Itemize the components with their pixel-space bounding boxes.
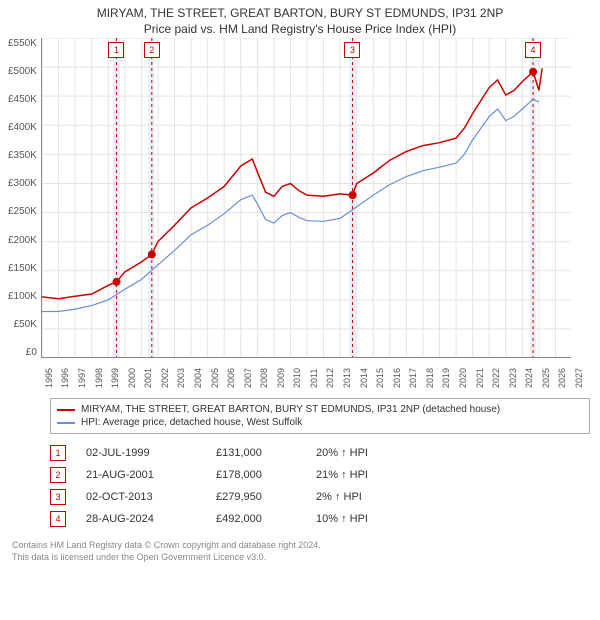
sale-dot — [148, 250, 156, 258]
sale-date: 02-OCT-2013 — [86, 491, 196, 503]
x-tick-label: 2012 — [325, 368, 335, 388]
sale-price: £131,000 — [216, 447, 296, 459]
x-tick-label: 2009 — [276, 368, 286, 388]
footer-line2: This data is licensed under the Open Gov… — [12, 552, 590, 564]
legend-row: HPI: Average price, detached house, West… — [57, 416, 583, 429]
x-tick-label: 2007 — [243, 368, 253, 388]
x-tick-label: 2008 — [259, 368, 269, 388]
sale-marker: 4 — [50, 511, 66, 527]
x-tick-label: 1997 — [77, 368, 87, 388]
sale-delta: 2% ↑ HPI — [316, 491, 406, 503]
x-tick-label: 2027 — [574, 368, 584, 388]
chart-container: MIRYAM, THE STREET, GREAT BARTON, BURY S… — [0, 0, 600, 563]
x-tick-label: 2010 — [292, 368, 302, 388]
x-tick-label: 1999 — [110, 368, 120, 388]
sales-row: 3 02-OCT-2013 £279,950 2% ↑ HPI — [50, 486, 590, 508]
legend-label: MIRYAM, THE STREET, GREAT BARTON, BURY S… — [81, 404, 500, 415]
x-tick-label: 2013 — [342, 368, 352, 388]
sale-price: £279,950 — [216, 491, 296, 503]
x-tick-label: 2022 — [491, 368, 501, 388]
sale-price: £178,000 — [216, 469, 296, 481]
x-tick-label: 2003 — [176, 368, 186, 388]
sale-marker-box: 1 — [108, 42, 124, 58]
legend-label: HPI: Average price, detached house, West… — [81, 417, 302, 428]
x-tick-label: 2004 — [193, 368, 203, 388]
y-tick-label: £100K — [8, 291, 37, 302]
x-tick-label: 1996 — [60, 368, 70, 388]
sale-marker-box: 4 — [525, 42, 541, 58]
legend-swatch — [57, 422, 75, 424]
sale-delta: 20% ↑ HPI — [316, 447, 406, 459]
x-tick-label: 2005 — [210, 368, 220, 388]
x-tick-label: 2025 — [541, 368, 551, 388]
legend-row: MIRYAM, THE STREET, GREAT BARTON, BURY S… — [57, 403, 583, 416]
sale-date: 28-AUG-2024 — [86, 513, 196, 525]
x-axis: 1995 1996 1997 1998 1999 2000 2001 2002 2003 2004… — [41, 358, 571, 392]
sale-delta: 21% ↑ HPI — [316, 469, 406, 481]
y-tick-label: £0 — [26, 347, 37, 358]
x-tick-label: 2000 — [127, 368, 137, 388]
y-tick-label: £400K — [8, 122, 37, 133]
sale-marker: 2 — [50, 467, 66, 483]
sale-date: 21-AUG-2001 — [86, 469, 196, 481]
y-tick-label: £200K — [8, 235, 37, 246]
sales-table: 1 02-JUL-1999 £131,000 20% ↑ HPI 2 21-AUG-200… — [50, 442, 590, 530]
chart-titles: MIRYAM, THE STREET, GREAT BARTON, BURY S… — [0, 0, 600, 38]
x-tick-label: 1998 — [94, 368, 104, 388]
footer-line1: Contains HM Land Registry data © Crown c… — [12, 540, 590, 552]
y-tick-label: £150K — [8, 263, 37, 274]
sale-marker: 1 — [50, 445, 66, 461]
chart-wrap: £550K £500K £450K £400K £350K £300K £250K £200K… — [0, 38, 600, 392]
sales-row: 4 28-AUG-2024 £492,000 10% ↑ HPI — [50, 508, 590, 530]
x-tick-label: 2001 — [143, 368, 153, 388]
chart-svg — [42, 38, 571, 358]
y-tick-label: £350K — [8, 150, 37, 161]
y-tick-label: £300K — [8, 178, 37, 189]
title-sub: Price paid vs. HM Land Registry's House … — [8, 22, 592, 36]
sale-marker: 3 — [50, 489, 66, 505]
y-tick-label: £250K — [8, 206, 37, 217]
sale-dot — [348, 191, 356, 199]
sale-dot — [529, 68, 537, 76]
x-tick-label: 2026 — [557, 368, 567, 388]
sales-row: 1 02-JUL-1999 £131,000 20% ↑ HPI — [50, 442, 590, 464]
y-tick-label: £550K — [8, 38, 37, 49]
y-tick-label: £500K — [8, 66, 37, 77]
x-tick-label: 2024 — [524, 368, 534, 388]
y-tick-label: £50K — [14, 319, 37, 330]
sale-dot — [112, 278, 120, 286]
title-main: MIRYAM, THE STREET, GREAT BARTON, BURY S… — [8, 6, 592, 20]
x-tick-label: 2023 — [508, 368, 518, 388]
x-tick-label: 2016 — [392, 368, 402, 388]
x-tick-label: 2002 — [160, 368, 170, 388]
x-tick-label: 2021 — [475, 368, 485, 388]
legend: MIRYAM, THE STREET, GREAT BARTON, BURY S… — [50, 398, 590, 434]
x-tick-label: 2018 — [425, 368, 435, 388]
x-tick-label: 2019 — [441, 368, 451, 388]
y-axis: £550K £500K £450K £400K £350K £300K £250K £200K… — [8, 38, 41, 358]
x-tick-label: 2011 — [309, 369, 319, 388]
legend-swatch — [57, 409, 75, 411]
plot-column: 1 2 3 4 1995 1996 1997 1998 1999 2000 2001 2002 200… — [41, 38, 592, 392]
x-tick-label: 2020 — [458, 368, 468, 388]
sale-date: 02-JUL-1999 — [86, 447, 196, 459]
plot-area: 1 2 3 4 — [41, 38, 571, 358]
x-tick-label: 2014 — [359, 368, 369, 388]
sale-price: £492,000 — [216, 513, 296, 525]
x-tick-label: 1995 — [44, 368, 54, 388]
sale-marker-box: 3 — [344, 42, 360, 58]
sale-delta: 10% ↑ HPI — [316, 513, 406, 525]
y-tick-label: £450K — [8, 94, 37, 105]
x-tick-label: 2006 — [226, 368, 236, 388]
sale-marker-box: 2 — [144, 42, 160, 58]
x-tick-label: 2017 — [408, 368, 418, 388]
footer: Contains HM Land Registry data © Crown c… — [12, 540, 590, 563]
x-tick-label: 2015 — [375, 368, 385, 388]
sales-row: 2 21-AUG-2001 £178,000 21% ↑ HPI — [50, 464, 590, 486]
